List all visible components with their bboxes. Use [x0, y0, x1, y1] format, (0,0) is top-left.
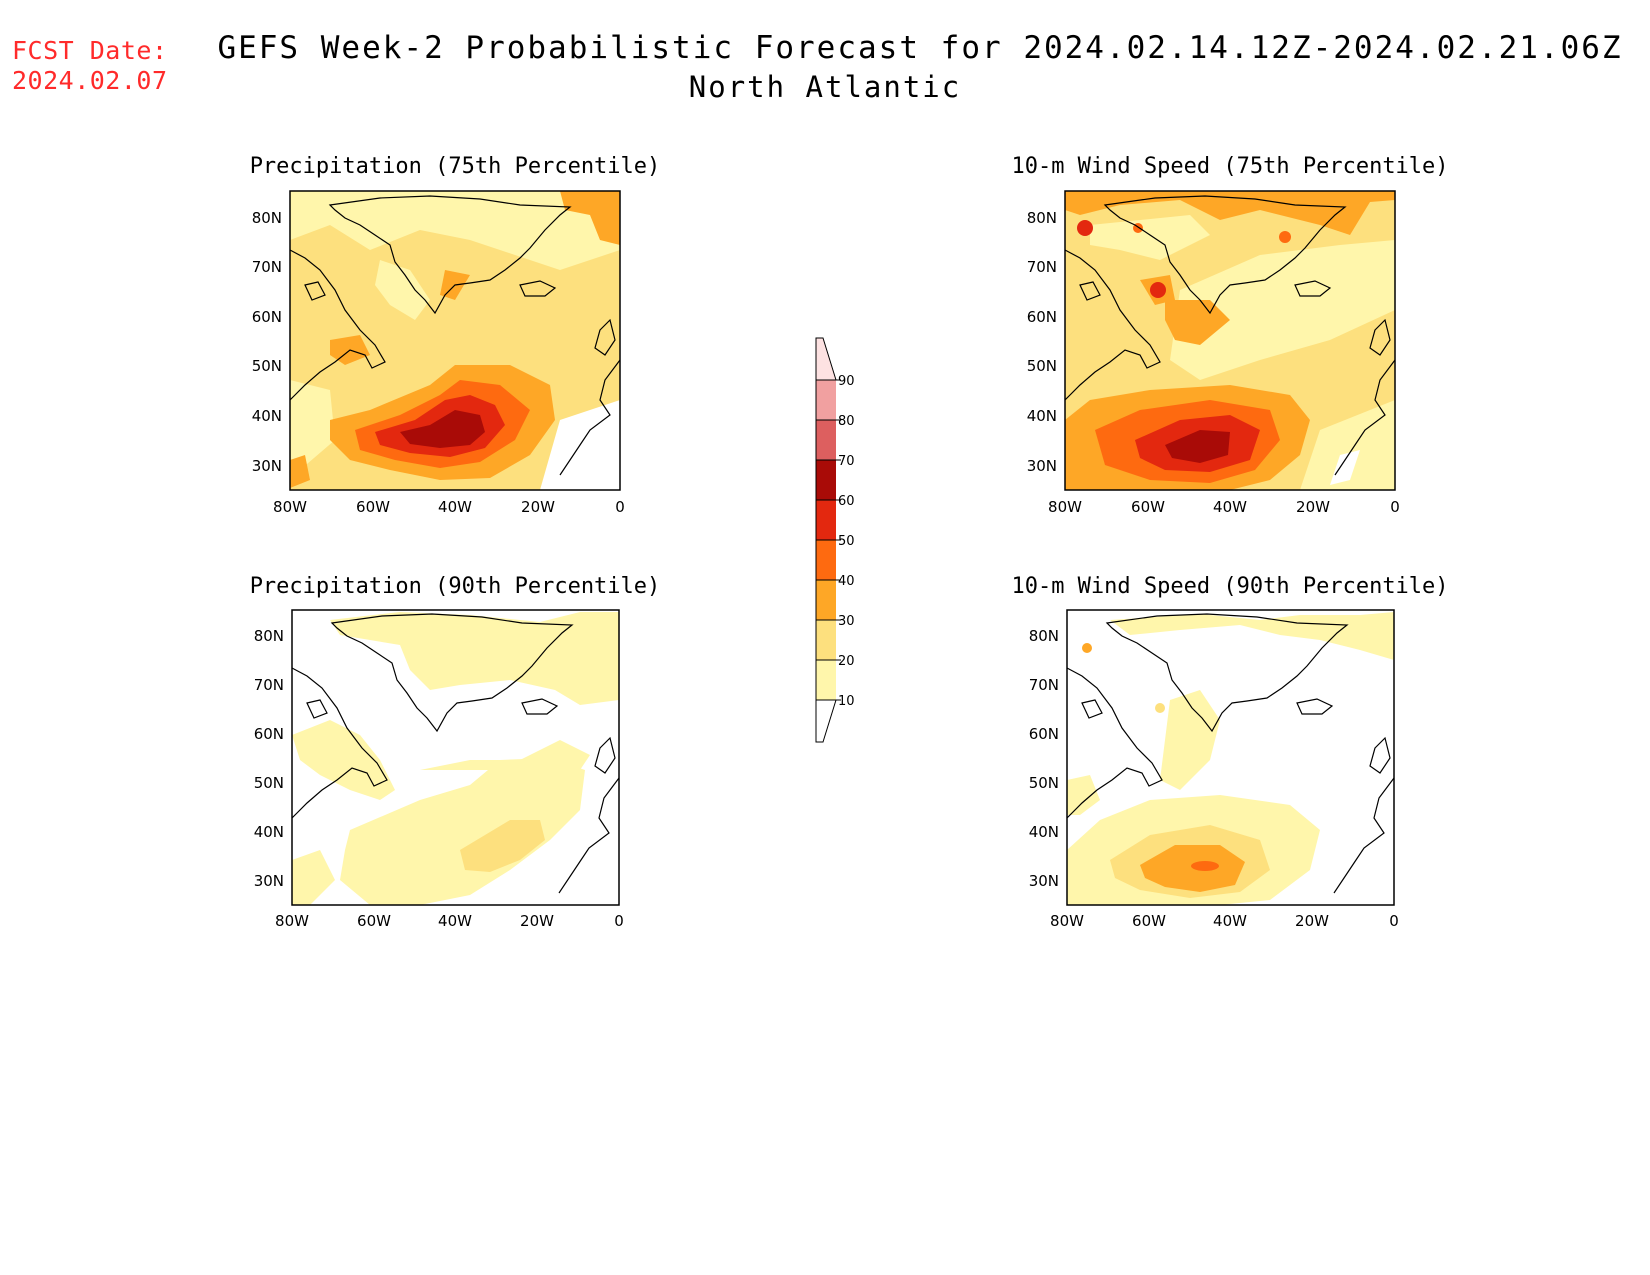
lon-tick: 40W	[1213, 498, 1247, 516]
axis-ticks: 80N 70N 60N 50N 40N 30N 80W 60W 40W 20W …	[1029, 627, 1399, 930]
page-title-block: GEFS Week-2 Probabilistic Forecast for 2…	[0, 30, 1650, 104]
lat-tick: 70N	[252, 258, 282, 276]
lat-tick: 30N	[252, 457, 282, 475]
colorbar-label: 90	[838, 374, 855, 389]
lat-tick: 70N	[254, 676, 284, 694]
lat-tick: 60N	[1029, 725, 1059, 743]
coastline-outline	[292, 613, 619, 894]
lat-tick: 40N	[1029, 823, 1059, 841]
lat-tick: 50N	[1029, 774, 1059, 792]
panel-title: Precipitation (75th Percentile)	[250, 154, 661, 179]
lat-tick: 50N	[1027, 357, 1057, 375]
colorbar-label: 50	[838, 534, 855, 549]
colorbar-bin	[816, 420, 836, 460]
lat-tick: 50N	[252, 357, 282, 375]
panel-wind-75: 10-m Wind Speed (75th Percentile)	[1011, 154, 1448, 516]
lat-tick: 40N	[254, 823, 284, 841]
lon-tick: 60W	[1131, 498, 1165, 516]
map-frame	[291, 609, 620, 906]
contour-field	[1065, 191, 1395, 490]
colorbar-label: 30	[838, 614, 855, 629]
lon-tick: 40W	[438, 912, 472, 930]
lat-tick: 80N	[254, 627, 284, 645]
coastline-outline	[1067, 613, 1394, 894]
lat-tick: 80N	[1027, 209, 1057, 227]
lat-tick: 30N	[1029, 872, 1059, 890]
colorbar-label: 40	[838, 574, 855, 589]
colorbar-bin	[816, 580, 836, 620]
contour-field	[1067, 610, 1394, 905]
panel-wind-90: 10-m Wind Speed (90th Percentile) 80N 70…	[1011, 574, 1448, 930]
lat-tick: 80N	[1029, 627, 1059, 645]
colorbar-bottom-cap	[815, 699, 837, 743]
colorbar-bin	[816, 500, 836, 540]
lon-tick: 20W	[521, 498, 555, 516]
colorbar-bin	[816, 620, 836, 660]
lon-tick: 40W	[438, 498, 472, 516]
lat-tick: 60N	[252, 308, 282, 326]
map-frame	[289, 190, 621, 491]
lat-tick: 50N	[254, 774, 284, 792]
lat-tick: 30N	[1027, 457, 1057, 475]
lon-tick: 0	[1389, 912, 1399, 930]
panel-title: 10-m Wind Speed (90th Percentile)	[1011, 574, 1448, 599]
lat-tick: 40N	[252, 407, 282, 425]
colorbar-top-cap	[815, 337, 837, 381]
lon-tick: 0	[615, 498, 625, 516]
lon-tick: 80W	[275, 912, 309, 930]
contour-field	[290, 191, 620, 490]
panel-precip-90: Precipitation (90th Percentile) 80N 70N …	[250, 574, 661, 930]
map-frame	[1064, 190, 1396, 491]
lon-tick: 20W	[1296, 498, 1330, 516]
panel-title: 10-m Wind Speed (75th Percentile)	[1011, 154, 1448, 179]
colorbar-bin	[816, 380, 836, 420]
lat-tick: 40N	[1027, 407, 1057, 425]
axis-ticks: 80N 70N 60N 50N 40N 30N 80W 60W 40W 20W …	[254, 627, 624, 930]
page-title: GEFS Week-2 Probabilistic Forecast for 2…	[217, 30, 1623, 66]
lon-tick: 60W	[356, 498, 390, 516]
lon-tick: 80W	[273, 498, 307, 516]
contour-field	[292, 610, 619, 905]
region-subtitle: North Atlantic	[688, 70, 962, 104]
panel-precip-75: Precipitation (75th Percentile)	[250, 154, 661, 516]
lon-tick: 0	[614, 912, 624, 930]
lon-tick: 40W	[1213, 912, 1247, 930]
colorbar-bin	[816, 540, 836, 580]
colorbar-bin	[816, 460, 836, 500]
lat-tick: 70N	[1027, 258, 1057, 276]
colorbar-label: 20	[838, 654, 855, 669]
lat-tick: 60N	[1027, 308, 1057, 326]
axis-ticks: 80N 70N 60N 50N 40N 30N 80W 60W 40W 20W …	[1027, 209, 1400, 516]
coastline-outline	[290, 195, 620, 476]
colorbar-bin	[816, 660, 836, 700]
lon-tick: 20W	[520, 912, 554, 930]
colorbar-label: 60	[838, 494, 855, 509]
axis-ticks: 80N 70N 60N 50N 40N 30N 80W 60W 40W 20W …	[252, 209, 625, 516]
lon-tick: 80W	[1050, 912, 1084, 930]
coastline-outline	[1065, 195, 1395, 476]
forecast-date-label: FCST Date:	[12, 36, 168, 65]
lon-tick: 20W	[1295, 912, 1329, 930]
lat-tick: 70N	[1029, 676, 1059, 694]
forecast-date-block: FCST Date: 2024.02.07	[12, 36, 168, 96]
lon-tick: 0	[1390, 498, 1400, 516]
lat-tick: 80N	[252, 209, 282, 227]
colorbar-label: 10	[838, 694, 855, 709]
lat-tick: 60N	[254, 725, 284, 743]
forecast-date-value: 2024.02.07	[12, 66, 168, 95]
colorbar-label: 70	[838, 454, 855, 469]
map-frame	[1066, 609, 1395, 906]
panel-title: Precipitation (90th Percentile)	[250, 574, 661, 599]
lon-tick: 60W	[357, 912, 391, 930]
lon-tick: 80W	[1048, 498, 1082, 516]
lat-tick: 30N	[254, 872, 284, 890]
colorbar-label: 80	[838, 414, 855, 429]
colorbar: 10 20 30 40 50 60 70 80 90	[815, 337, 855, 743]
lon-tick: 60W	[1132, 912, 1166, 930]
